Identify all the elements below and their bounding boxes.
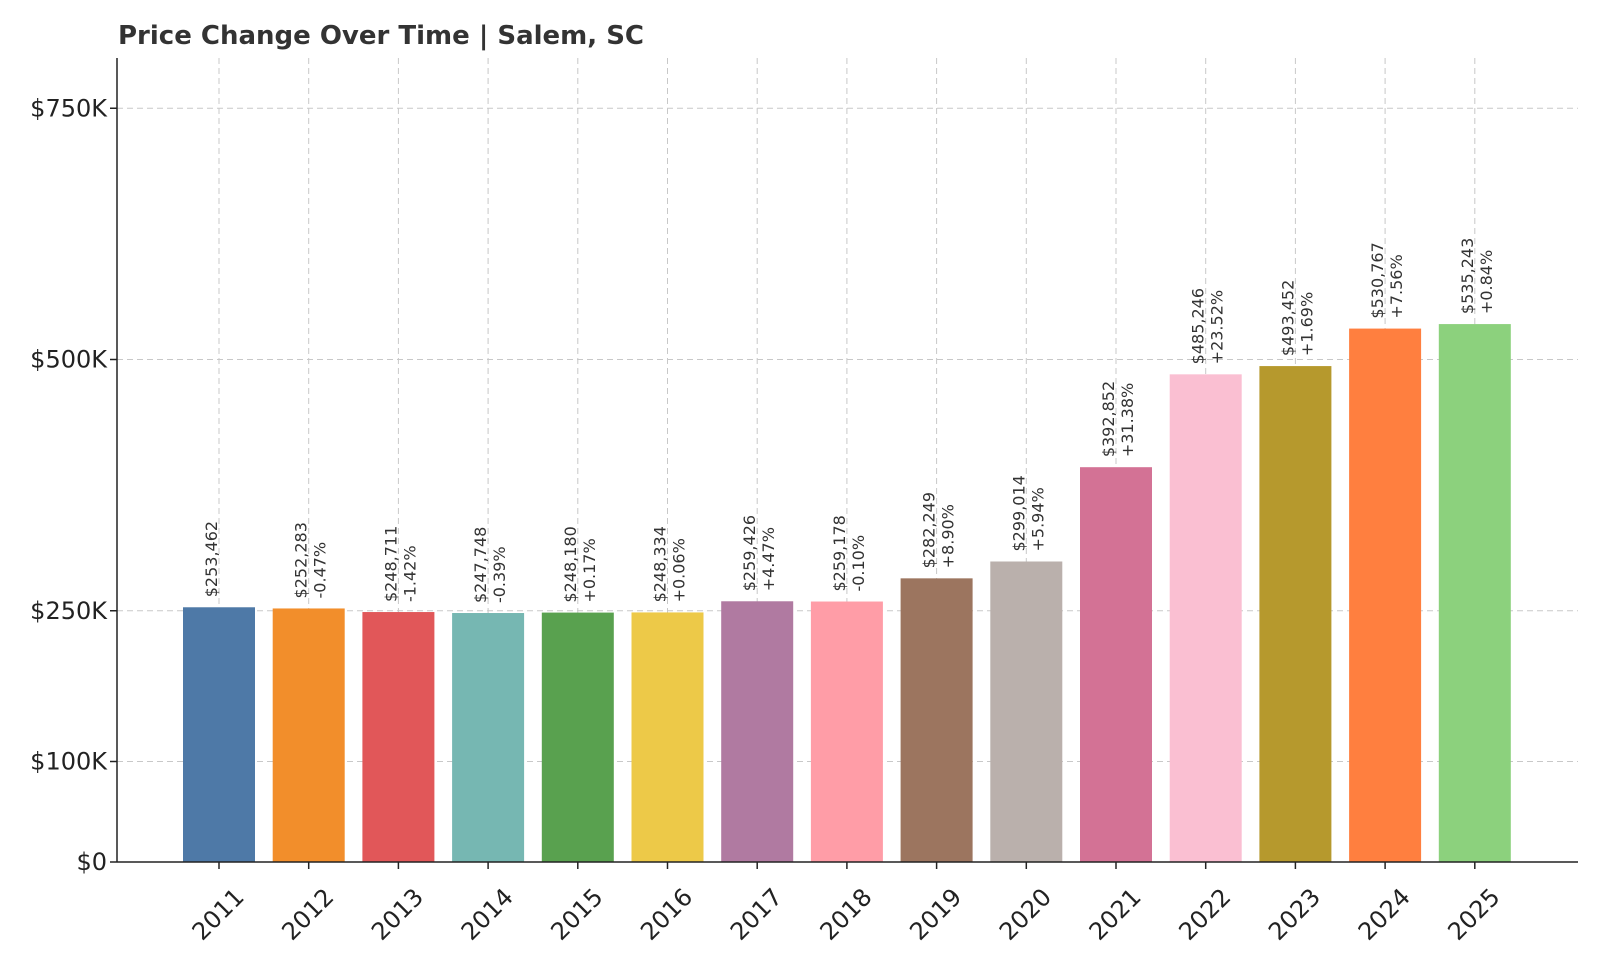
value-label-2019: $282,249 [920, 492, 939, 568]
y-tick-label: $250K [30, 597, 108, 625]
change-label-2020: +5.94% [1028, 487, 1047, 551]
change-label-2012: -0.47% [311, 542, 330, 599]
y-axis-ticks: $0 $100K $250K $500K $750K [30, 94, 117, 876]
x-tick-label-2011: 2011 [187, 883, 250, 946]
bar-2014 [452, 613, 525, 862]
change-label-2024: +7.56% [1387, 254, 1406, 318]
bar-2024 [1349, 328, 1422, 862]
change-label-2013: -1.42% [400, 545, 419, 602]
x-tick-label-2020: 2020 [994, 883, 1057, 946]
x-tick-label-2014: 2014 [456, 883, 519, 946]
x-tick-label-2015: 2015 [545, 883, 608, 946]
y-tick-label: $500K [30, 346, 108, 374]
bar-2012 [272, 608, 345, 862]
value-label-2020: $299,014 [1009, 475, 1028, 551]
x-tick-label-2018: 2018 [815, 883, 878, 946]
bar-2013 [362, 612, 435, 862]
data-labels: $253,462 $252,283 -0.47% $248,711 -1.42% $247… [202, 238, 1496, 603]
value-label-2016: $248,334 [651, 526, 670, 602]
x-tick-label-2012: 2012 [276, 883, 339, 946]
value-label-2011: $253,462 [202, 521, 221, 597]
value-label-2012: $252,283 [292, 522, 311, 598]
bar-2016 [631, 612, 704, 862]
change-label-2021: +31.38% [1118, 383, 1137, 457]
change-label-2014: -0.39% [490, 546, 509, 603]
value-label-2024: $530,767 [1368, 242, 1387, 318]
bar-2021 [1080, 467, 1152, 862]
x-tick-label-2025: 2025 [1442, 883, 1505, 946]
value-label-2015: $248,180 [561, 526, 580, 602]
bar-2019 [900, 578, 973, 862]
bar-2017 [721, 601, 794, 862]
value-label-2013: $248,711 [381, 526, 400, 602]
value-label-2021: $392,852 [1099, 381, 1118, 457]
bar-2025 [1438, 324, 1511, 862]
y-tick-label: $100K [30, 748, 108, 776]
change-label-2016: +0.06% [670, 538, 689, 602]
value-label-2014: $247,748 [471, 527, 490, 603]
change-label-2017: +4.47% [759, 527, 778, 591]
y-tick-label: $750K [30, 94, 108, 122]
change-label-2015: +0.17% [580, 538, 599, 602]
x-tick-label-2022: 2022 [1173, 883, 1236, 946]
y-tick-label: $0 [76, 848, 107, 876]
x-tick-label-2021: 2021 [1084, 883, 1147, 946]
bars [183, 324, 1511, 862]
chart-title: Price Change Over Time | Salem, SC [118, 21, 644, 51]
bar-2023 [1259, 366, 1332, 862]
x-tick-label-2013: 2013 [366, 883, 429, 946]
x-tick-label-2019: 2019 [904, 883, 967, 946]
value-label-2017: $259,426 [740, 515, 759, 591]
value-label-2023: $493,452 [1278, 280, 1297, 356]
value-label-2025: $535,243 [1458, 238, 1477, 314]
bar-2015 [541, 612, 614, 862]
bar-2011 [183, 607, 255, 862]
change-label-2022: +23.52% [1208, 290, 1227, 364]
change-label-2019: +8.90% [939, 504, 958, 568]
change-label-2023: +1.69% [1297, 292, 1316, 356]
value-label-2018: $259,178 [830, 515, 849, 591]
bar-2022 [1169, 374, 1242, 862]
x-tick-label-2017: 2017 [725, 883, 788, 946]
x-tick-label-2023: 2023 [1263, 883, 1326, 946]
bar-2020 [990, 561, 1063, 862]
change-label-2018: -0.10% [849, 535, 868, 592]
change-label-2025: +0.84% [1477, 250, 1496, 314]
value-label-2022: $485,246 [1189, 288, 1208, 364]
x-tick-label-2024: 2024 [1353, 883, 1416, 946]
bar-2018 [810, 601, 883, 862]
x-tick-label-2016: 2016 [635, 883, 698, 946]
x-axis-ticks: 2011 2012 2013 2014 2015 2016 2017 2018 2019 2020… [187, 862, 1505, 946]
